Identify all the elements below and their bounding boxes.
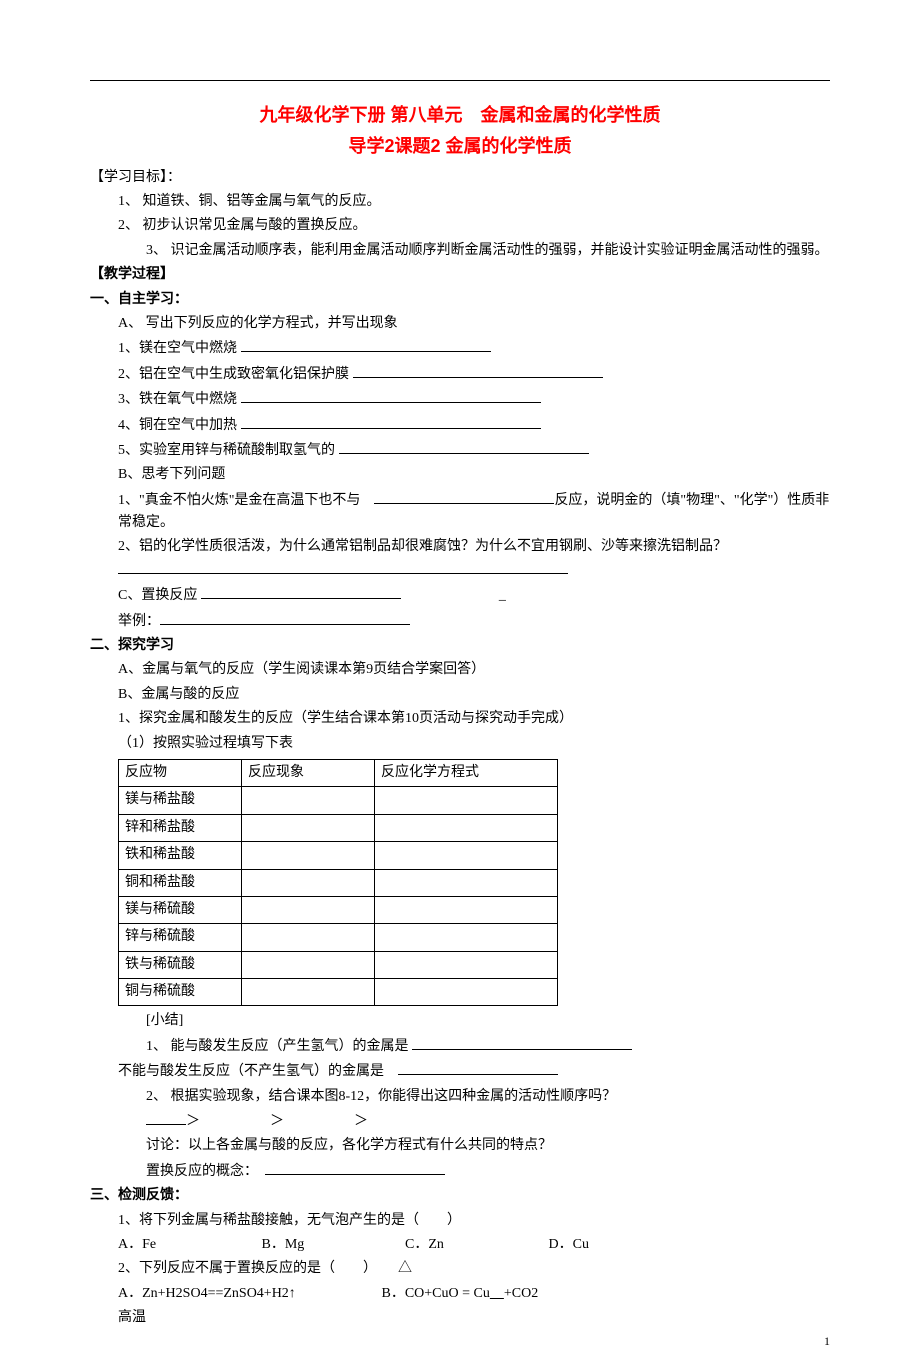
process-label: 【教学过程】 (90, 264, 830, 286)
top-divider (90, 80, 830, 81)
blank-line (241, 337, 491, 352)
document-title: 九年级化学下册 第八单元 金属和金属的化学性质 (90, 101, 830, 130)
blank-line (241, 414, 541, 429)
partA-item: 1、镁在空气中燃烧 (90, 337, 830, 360)
table-row: 铁与稀硫酸 (119, 951, 558, 978)
summary-s1: 1、 能与酸发生反应（产生氢气）的金属是 (90, 1035, 830, 1058)
reaction-table: 反应物 反应现象 反应化学方程式 镁与稀盐酸 锌和稀盐酸 铁和稀盐酸 铜和稀盐酸… (118, 759, 558, 1007)
q2-text: 2、下列反应不属于置换反应的是（ ） △ (90, 1258, 830, 1280)
summary-concept: 置换反应的概念： (90, 1160, 830, 1183)
objective-item: 1、 知道铁、铜、铝等金属与氧气的反应。 (90, 191, 830, 213)
blank-line (339, 439, 589, 454)
table-row: 锌与稀硫酸 (119, 924, 558, 951)
table-header: 反应现象 (242, 759, 375, 786)
table-row: 锌和稀盐酸 (119, 814, 558, 841)
partA-item: 2、铝在空气中生成致密氧化铝保护膜 (90, 363, 830, 386)
partA-label: A、 写出下列反应的化学方程式，并写出现象 (90, 313, 830, 335)
objectives-label: 【学习目标】： (90, 167, 830, 189)
blank-line (201, 584, 401, 599)
section1-label: 一、自主学习： (90, 289, 830, 311)
blank-line (398, 1060, 558, 1075)
blank-line (265, 1160, 445, 1175)
blank-line (241, 388, 541, 403)
partC-label: C、置换反应 _ (90, 584, 830, 607)
partB-label: B、思考下列问题 (90, 464, 830, 486)
section2-partB: B、金属与酸的反应 (90, 684, 830, 706)
objective-item: 2、 初步认识常见金属与酸的置换反应。 (90, 215, 830, 237)
blank-line (353, 363, 603, 378)
summary-arrows: ＞ ＞ ＞ (90, 1110, 830, 1133)
option: B．CO+CuO = Cu +CO2 (382, 1286, 539, 1301)
page-number: 1 (824, 1332, 830, 1351)
q1-text: 1、将下列金属与稀盐酸接触，无气泡产生的是（ ） (90, 1210, 830, 1232)
table-row: 铁和稀盐酸 (119, 842, 558, 869)
objective-item: 3、 识记金属活动顺序表，能利用金属活动顺序判断金属活动性的强弱，并能设计实验证… (90, 240, 830, 262)
partA-item: 3、铁在氧气中燃烧 (90, 388, 830, 411)
partC-example: 举例： (90, 610, 830, 633)
q2-last: 高温 (90, 1307, 830, 1329)
blank-line (374, 489, 554, 504)
blank-line (118, 559, 568, 574)
table-row: 铜与稀硫酸 (119, 979, 558, 1006)
summary-label: [小结] (90, 1010, 830, 1032)
partB-q2: 2、铝的化学性质很活泼，为什么通常铝制品却很难腐蚀？为什么不宜用钢刷、沙等来擦洗… (90, 536, 830, 582)
summary-discuss: 讨论：以上各金属与酸的反应，各化学方程式有什么共同的特点？ (90, 1135, 830, 1157)
blank-line (160, 610, 410, 625)
partA-item: 4、铜在空气中加热 (90, 414, 830, 437)
summary-s1b: 不能与酸发生反应（不产生氢气）的金属是 (90, 1060, 830, 1083)
partB-q1: 1、"真金不怕火炼"是金在高温下也不与 反应，说明金的（填"物理"、"化学"）性… (90, 489, 830, 535)
blank-line (412, 1035, 632, 1050)
document-subtitle: 导学2课题2 金属的化学性质 (90, 132, 830, 161)
option: D．Cu (549, 1234, 689, 1256)
section2-partA: A、金属与氧气的反应（学生阅读课本第9页结合学案回答） (90, 659, 830, 681)
option: C．Zn (405, 1234, 545, 1256)
table-header-row: 反应物 反应现象 反应化学方程式 (119, 759, 558, 786)
summary-s2: 2、 根据实验现象，结合课本图8-12，你能得出这四种金属的活动性顺序吗？ (90, 1086, 830, 1108)
table-row: 镁与稀盐酸 (119, 787, 558, 814)
table-row: 铜和稀盐酸 (119, 869, 558, 896)
table-header: 反应化学方程式 (375, 759, 558, 786)
option: A．Fe (118, 1234, 258, 1256)
partA-item: 5、实验室用锌与稀硫酸制取氢气的 (90, 439, 830, 462)
section2-label: 二、探究学习 (90, 635, 830, 657)
section3-label: 三、检测反馈： (90, 1185, 830, 1207)
q1-options: A．Fe B．Mg C．Zn D．Cu (90, 1234, 830, 1256)
table-row: 镁与稀硫酸 (119, 896, 558, 923)
section2-sub1: （1）按照实验过程填写下表 (90, 733, 830, 755)
option: B．Mg (262, 1234, 402, 1256)
section2-item1: 1、探究金属和酸发生的反应（学生结合课本第10页活动与探究动手完成） (90, 708, 830, 730)
table-header: 反应物 (119, 759, 242, 786)
